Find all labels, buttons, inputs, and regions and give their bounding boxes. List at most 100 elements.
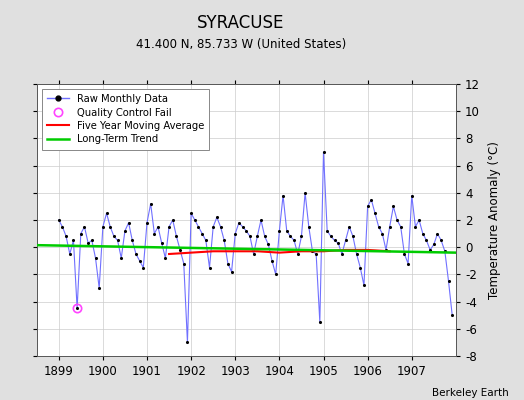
Point: [194, 224, 203, 230]
Point: [246, 233, 254, 240]
Point: [330, 237, 339, 244]
Point: [209, 224, 217, 230]
Point: [275, 228, 283, 234]
Point: [198, 230, 206, 237]
Point: [400, 251, 409, 257]
Point: [326, 233, 335, 240]
Point: [356, 264, 365, 271]
Point: [260, 233, 269, 240]
Point: [66, 251, 74, 257]
Point: [360, 282, 368, 288]
Point: [264, 241, 272, 248]
Point: [161, 255, 170, 261]
Point: [341, 237, 350, 244]
Point: [249, 251, 258, 257]
Point: [282, 228, 291, 234]
Point: [242, 228, 250, 234]
Point: [437, 237, 445, 244]
Point: [433, 230, 442, 237]
Point: [397, 224, 405, 230]
Point: [88, 237, 96, 244]
Point: [279, 192, 287, 199]
Point: [301, 190, 309, 196]
Point: [422, 237, 431, 244]
Y-axis label: Temperature Anomaly (°C): Temperature Anomaly (°C): [488, 141, 501, 299]
Point: [180, 260, 188, 267]
Point: [304, 224, 313, 230]
Point: [297, 233, 305, 240]
Point: [176, 247, 184, 253]
Point: [404, 260, 412, 267]
Point: [84, 240, 92, 246]
Point: [132, 251, 140, 257]
Point: [139, 264, 148, 271]
Point: [367, 196, 376, 203]
Point: [187, 210, 195, 216]
Point: [408, 192, 416, 199]
Point: [220, 237, 228, 244]
Point: [158, 240, 166, 246]
Point: [73, 305, 81, 312]
Text: 41.400 N, 85.733 W (United States): 41.400 N, 85.733 W (United States): [136, 38, 346, 51]
Point: [308, 248, 316, 254]
Point: [389, 203, 398, 210]
Point: [135, 258, 144, 264]
Point: [231, 230, 239, 237]
Point: [378, 230, 387, 237]
Point: [69, 237, 78, 244]
Point: [238, 224, 247, 230]
Point: [419, 230, 427, 237]
Point: [124, 220, 133, 226]
Point: [227, 268, 236, 275]
Point: [128, 237, 136, 244]
Point: [205, 264, 214, 271]
Point: [393, 217, 401, 223]
Point: [147, 200, 155, 207]
Text: Berkeley Earth: Berkeley Earth: [432, 388, 508, 398]
Point: [315, 319, 324, 325]
Point: [58, 224, 67, 230]
Point: [95, 285, 103, 291]
Point: [386, 224, 394, 230]
Point: [312, 251, 320, 257]
Point: [106, 224, 114, 230]
Point: [293, 251, 302, 257]
Point: [334, 240, 342, 246]
Point: [191, 217, 199, 223]
Point: [77, 230, 85, 237]
Point: [371, 210, 379, 216]
Point: [102, 210, 111, 216]
Point: [169, 217, 177, 223]
Point: [202, 237, 210, 244]
Text: SYRACUSE: SYRACUSE: [198, 14, 285, 32]
Point: [441, 248, 449, 254]
Point: [224, 260, 232, 267]
Point: [113, 237, 122, 244]
Point: [415, 217, 423, 223]
Point: [444, 278, 453, 284]
Point: [143, 220, 151, 226]
Point: [349, 233, 357, 240]
Point: [183, 339, 192, 346]
Point: [99, 224, 107, 230]
Point: [121, 228, 129, 234]
Point: [411, 224, 420, 230]
Point: [290, 237, 298, 244]
Point: [150, 230, 159, 237]
Point: [271, 271, 280, 278]
Point: [257, 217, 265, 223]
Point: [235, 220, 243, 226]
Point: [165, 224, 173, 230]
Point: [54, 217, 63, 223]
Point: [154, 224, 162, 230]
Point: [345, 224, 353, 230]
Point: [62, 233, 70, 240]
Point: [353, 251, 361, 257]
Point: [253, 233, 261, 240]
Point: [80, 224, 89, 230]
Point: [213, 214, 221, 220]
Legend: Raw Monthly Data, Quality Control Fail, Five Year Moving Average, Long-Term Tren: Raw Monthly Data, Quality Control Fail, …: [42, 89, 209, 150]
Point: [364, 203, 372, 210]
Point: [91, 255, 100, 261]
Point: [430, 241, 438, 248]
